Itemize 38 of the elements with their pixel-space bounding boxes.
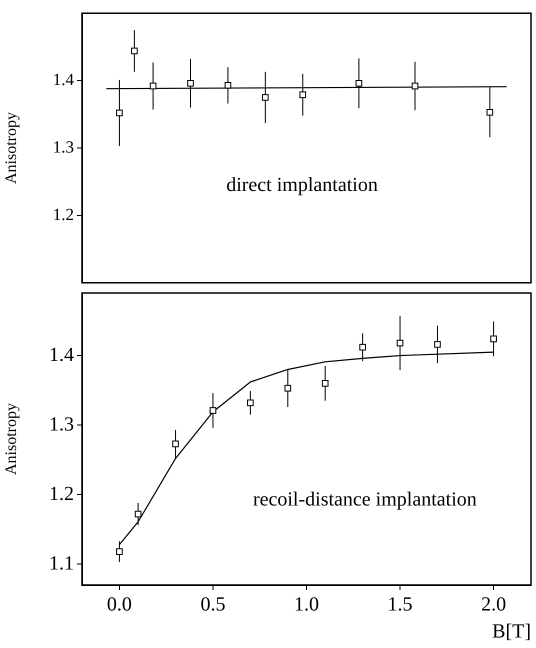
- point: [116, 110, 123, 116]
- x-tick-label: 0.5: [200, 593, 226, 616]
- point: [434, 341, 441, 348]
- point: [490, 336, 497, 342]
- y-tick-label: 1.4: [52, 70, 74, 90]
- point: [322, 380, 329, 387]
- annotation: recoil-distance implantation: [252, 488, 477, 511]
- y-tick-label: 1.3: [49, 413, 74, 436]
- y-axis-title: Anisotropy: [2, 403, 20, 475]
- point: [262, 94, 269, 101]
- point: [396, 340, 404, 346]
- point: [134, 510, 142, 518]
- x-tick-label: 1.5: [388, 593, 413, 616]
- point: [187, 80, 194, 87]
- point: [150, 82, 156, 90]
- point: [299, 91, 306, 98]
- point: [356, 80, 362, 87]
- point: [131, 48, 138, 54]
- annotation: direct implantation: [226, 174, 378, 196]
- point: [210, 407, 216, 414]
- x-axis-title: B[T]: [492, 620, 531, 642]
- point: [224, 82, 232, 89]
- y-tick-label: 1.2: [49, 482, 74, 505]
- y-tick-label: 1.1: [49, 552, 74, 574]
- point: [486, 108, 494, 116]
- point: [116, 548, 123, 555]
- point: [359, 344, 366, 351]
- x-tick-label: 2.0: [481, 593, 506, 616]
- y-axis-title: Anisotropy: [2, 112, 20, 184]
- point: [284, 384, 292, 392]
- y-tick-label: 1.3: [52, 137, 74, 156]
- y-tick-label: 1.4: [49, 344, 74, 366]
- x-tick-label: 1.0: [294, 593, 319, 616]
- point: [247, 400, 254, 406]
- x-tick-label: 0.0: [106, 593, 132, 616]
- y-tick-label: 1.2: [52, 204, 74, 224]
- point: [412, 82, 418, 90]
- point: [172, 440, 179, 448]
